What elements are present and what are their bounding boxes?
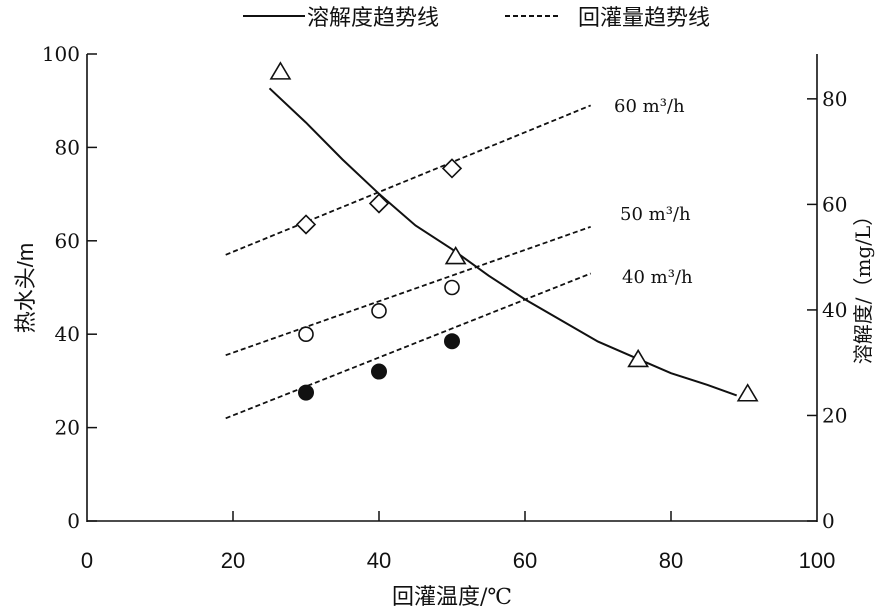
y-right-ticks: 0 20 40 60 80	[807, 87, 847, 533]
y-left-tick-label: 100	[42, 42, 80, 66]
data-point-triangle-open	[736, 383, 759, 402]
legend-label-recharge: 回灌量趋势线	[578, 6, 710, 31]
y-left-tick-label: 20	[55, 416, 80, 440]
x-tick-label: 40	[367, 548, 391, 573]
data-point-circle-open	[298, 326, 314, 343]
series-label-50: 50 m³/h	[620, 204, 691, 225]
x-tick-label: 20	[221, 548, 245, 573]
y-right-tick-label: 60	[822, 192, 847, 216]
trend-line-2	[225, 272, 592, 420]
y-left-tick-label: 0	[67, 509, 80, 533]
data-point-circle-filled	[298, 384, 314, 401]
x-tick-label: 100	[799, 548, 836, 573]
axes	[86, 54, 818, 522]
x-tick-label: 60	[513, 548, 537, 573]
data-point-diamond	[368, 193, 390, 214]
y-right-tick-label: 0	[822, 509, 835, 533]
data-point-triangle-open	[627, 348, 650, 368]
y-left-ticks: 0 20 40 60 80 100	[42, 42, 97, 533]
x-ticks: 0 20 40 60 80 100	[81, 511, 835, 573]
data-point-circle-filled	[444, 333, 460, 350]
series-label-60: 60 m³/h	[614, 96, 685, 117]
data-point-circle-filled	[371, 363, 387, 380]
trend-line-1	[225, 225, 591, 357]
y-right-tick-label: 80	[822, 87, 847, 111]
data-point-circle-open	[444, 279, 460, 296]
data-point-triangle-open	[444, 245, 467, 265]
data-point-triangle-open	[269, 61, 292, 80]
legend-label-solubility: 溶解度趋势线	[307, 6, 439, 31]
trend-lines	[225, 87, 738, 420]
x-tick-label: 0	[81, 548, 93, 573]
y-left-tick-label: 40	[55, 322, 80, 346]
data-markers	[269, 61, 759, 402]
data-point-diamond	[441, 158, 463, 179]
series-label-40: 40 m³/h	[622, 267, 693, 288]
y-right-tick-label: 20	[822, 403, 847, 427]
y-left-axis-title: 热水头/m	[13, 243, 38, 333]
data-point-circle-open	[371, 303, 387, 319]
y-left-tick-label: 80	[55, 135, 80, 159]
x-tick-label: 80	[659, 548, 683, 573]
y-right-tick-label: 40	[822, 298, 847, 322]
y-left-tick-label: 60	[55, 229, 80, 253]
y-right-axis-title: 溶解度/（mg/L）	[851, 206, 875, 365]
x-axis-title: 回灌温度/℃	[392, 585, 512, 608]
trend-line-0	[225, 104, 592, 256]
legend: 溶解度趋势线 回灌量趋势线	[243, 6, 710, 31]
data-point-diamond	[295, 214, 317, 235]
trend-line-3	[268, 87, 738, 397]
